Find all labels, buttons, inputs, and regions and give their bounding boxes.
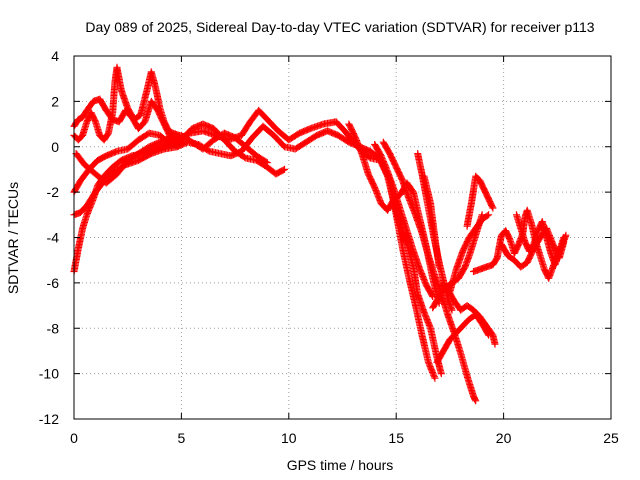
data-point <box>429 293 437 300</box>
x-tick-label: 25 <box>603 430 619 446</box>
data-point <box>431 374 439 382</box>
x-axis-label: GPS time / hours <box>287 457 394 473</box>
data-point <box>281 165 288 173</box>
data-point <box>263 159 271 167</box>
x-tick-label: 10 <box>281 430 297 446</box>
y-tick-label: -4 <box>47 230 60 246</box>
data-point <box>178 139 186 147</box>
y-tick-label: -2 <box>47 184 60 200</box>
y-tick-label: 2 <box>51 93 59 109</box>
x-tick-label: 15 <box>388 430 404 446</box>
y-tick-label: 0 <box>51 139 59 155</box>
data-points <box>70 63 570 405</box>
y-axis-label: SDTVAR / TECUs <box>5 182 21 294</box>
chart-title: Day 089 of 2025, Sidereal Day-to-day VTE… <box>85 19 594 35</box>
y-tick-label: -10 <box>39 366 59 382</box>
grid-lines <box>74 56 611 419</box>
data-point <box>428 291 436 299</box>
data-point <box>262 158 270 166</box>
x-tick-label: 0 <box>70 430 78 446</box>
y-tick-label: -8 <box>47 320 60 336</box>
y-tick-label: -12 <box>39 411 59 427</box>
data-point <box>448 306 456 314</box>
data-point <box>279 166 287 174</box>
y-tick-label: 4 <box>51 48 59 64</box>
data-point <box>472 397 480 405</box>
y-tick-label: -6 <box>47 275 60 291</box>
x-tick-label: 20 <box>496 430 512 446</box>
data-point <box>437 370 445 378</box>
x-tick-label: 5 <box>178 430 186 446</box>
